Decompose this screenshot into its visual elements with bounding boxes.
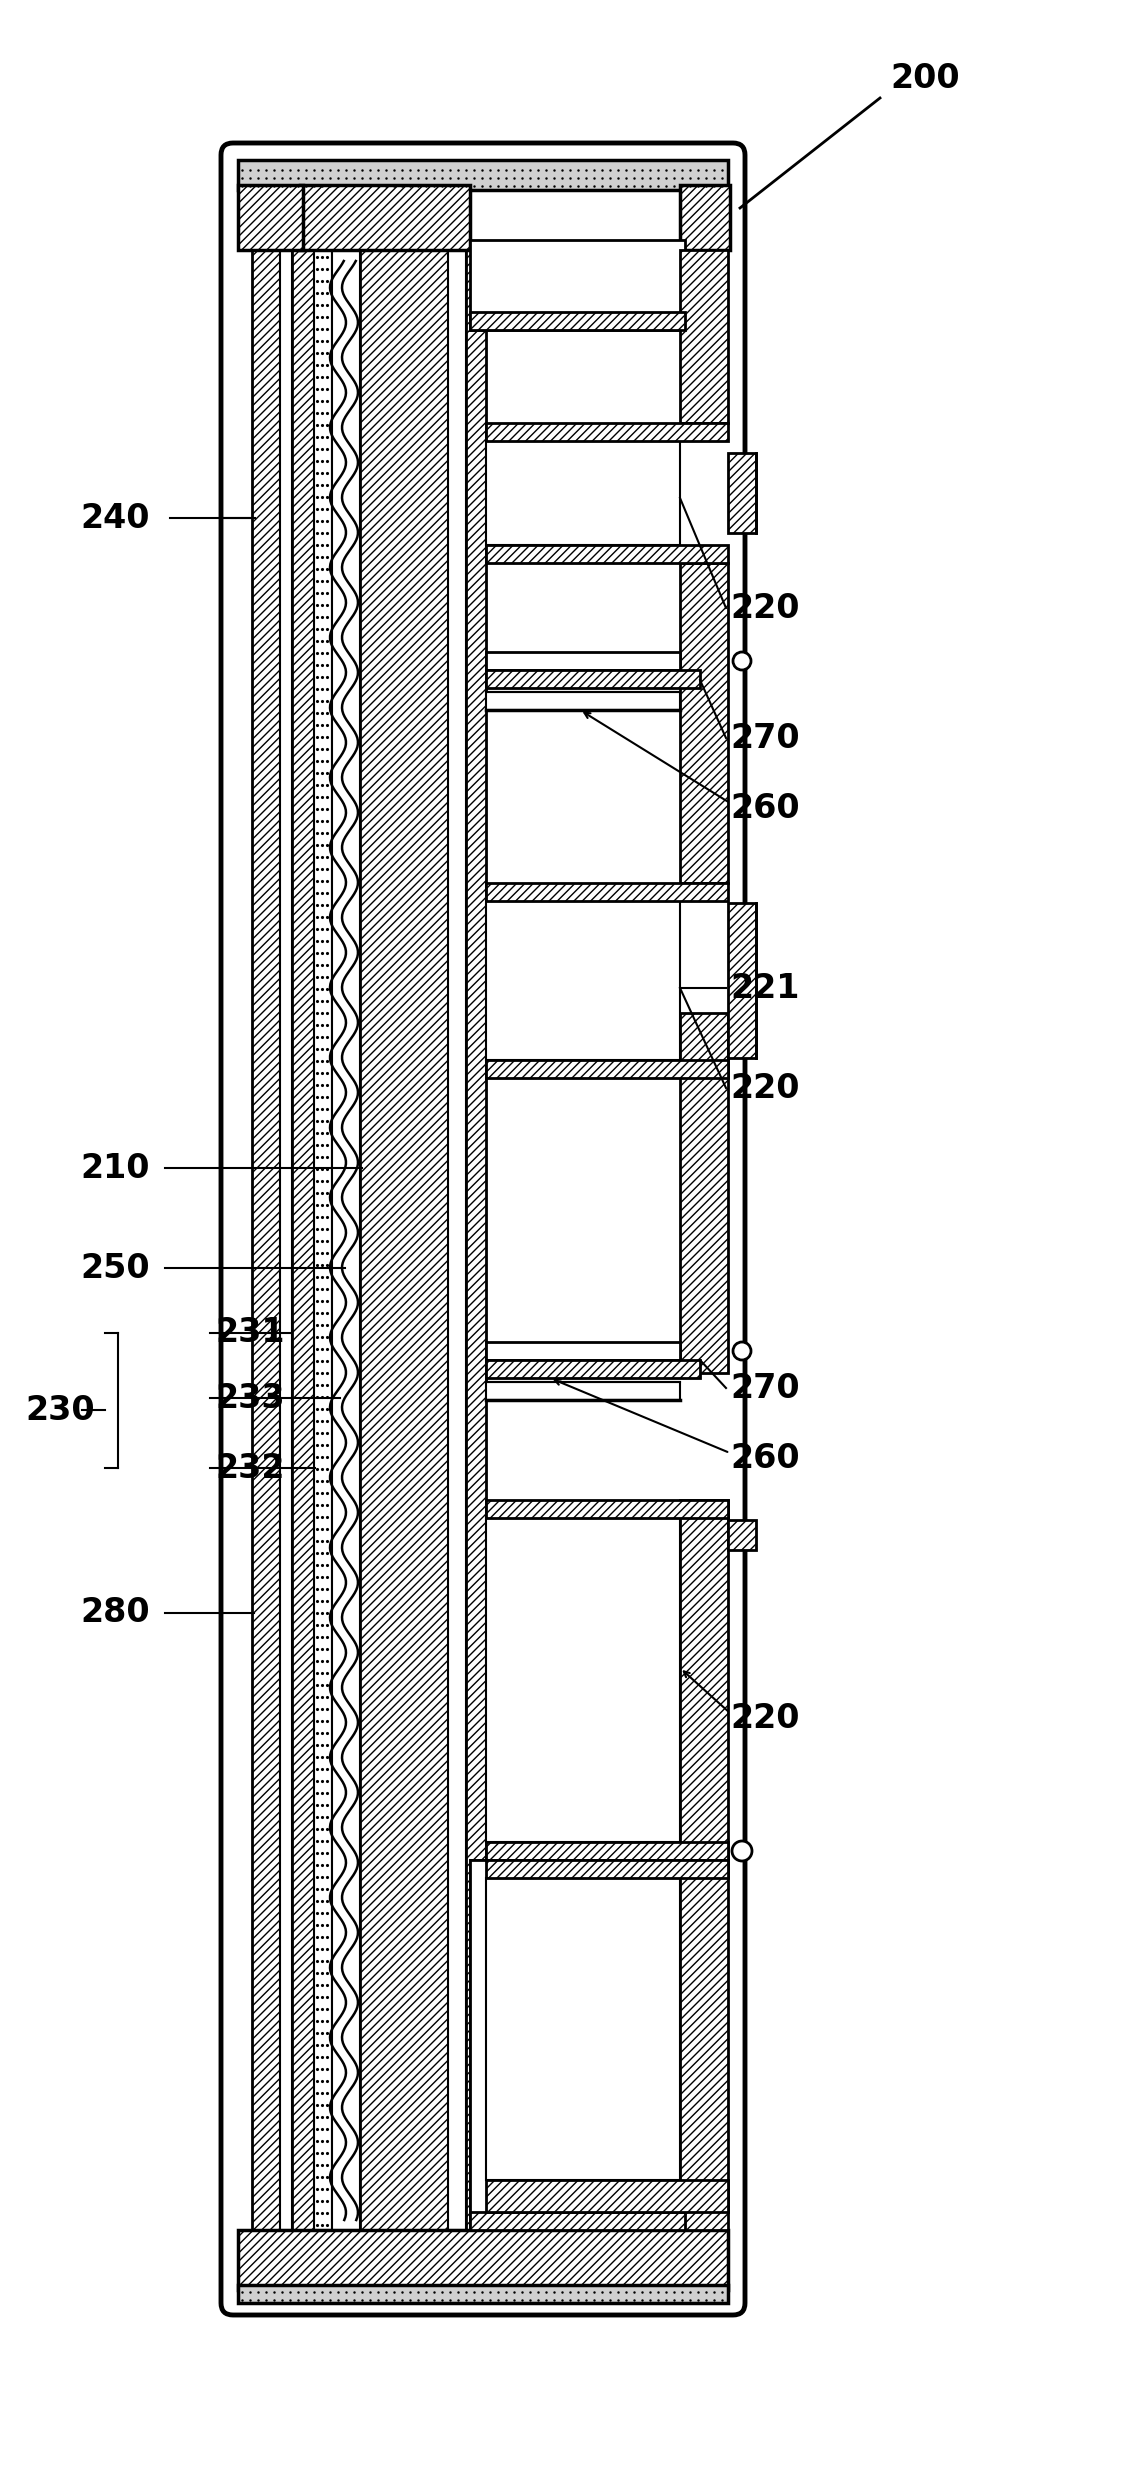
Text: 220: 220 — [729, 1702, 800, 1735]
Text: 240: 240 — [80, 501, 149, 535]
Bar — [300, 186, 470, 250]
Text: 221: 221 — [729, 971, 799, 1004]
Bar — [486, 441, 681, 545]
Bar — [470, 240, 685, 330]
Bar — [486, 1383, 681, 1400]
Text: 250: 250 — [80, 1251, 149, 1284]
Bar — [486, 1360, 700, 1378]
Bar — [470, 1861, 685, 2230]
Bar — [332, 250, 360, 2230]
Bar — [486, 1519, 681, 1841]
Bar — [465, 250, 486, 2230]
Text: 280: 280 — [80, 1596, 149, 1631]
Text: 231: 231 — [215, 1316, 284, 1351]
Bar — [486, 691, 681, 711]
Bar — [728, 902, 756, 1058]
Circle shape — [733, 652, 751, 669]
Bar — [486, 1861, 728, 1878]
Bar — [486, 669, 700, 689]
Bar — [486, 1841, 728, 1861]
Bar — [486, 424, 728, 441]
Circle shape — [732, 1841, 752, 1861]
Bar — [486, 1343, 681, 1360]
Text: 270: 270 — [729, 1370, 800, 1405]
Bar — [486, 1878, 681, 2181]
Bar — [681, 186, 729, 250]
Circle shape — [733, 1343, 751, 1360]
FancyBboxPatch shape — [221, 144, 745, 2314]
Text: 230: 230 — [25, 1393, 94, 1427]
Bar — [486, 2181, 728, 2213]
Bar — [470, 312, 685, 330]
Text: 210: 210 — [80, 1152, 149, 1184]
Text: 270: 270 — [729, 721, 800, 753]
Bar — [681, 1499, 728, 2230]
Bar — [448, 250, 465, 2230]
Bar — [486, 882, 728, 902]
Bar — [251, 250, 280, 2230]
Text: 233: 233 — [215, 1383, 284, 1415]
Bar — [238, 161, 728, 191]
Text: 232: 232 — [215, 1452, 284, 1484]
Bar — [292, 250, 314, 2230]
Text: 220: 220 — [729, 1070, 800, 1105]
Bar — [470, 1861, 685, 2230]
Text: 260: 260 — [729, 790, 800, 825]
Bar — [486, 1499, 728, 1519]
Bar — [681, 250, 728, 424]
Bar — [280, 250, 292, 2230]
Text: 260: 260 — [729, 1442, 800, 1474]
Bar — [486, 652, 681, 669]
Bar — [470, 2213, 685, 2230]
Bar — [728, 1519, 756, 1551]
Bar — [314, 250, 332, 2230]
Text: 200: 200 — [890, 62, 959, 94]
Bar — [728, 453, 756, 533]
Bar — [681, 1014, 728, 1373]
Bar — [486, 545, 728, 563]
Bar — [238, 2230, 728, 2290]
Bar — [238, 2285, 728, 2302]
Bar — [486, 1061, 728, 1078]
Bar — [238, 186, 303, 250]
Bar — [681, 563, 728, 882]
Bar — [486, 902, 681, 1061]
Bar — [360, 250, 448, 2230]
Text: 220: 220 — [729, 592, 800, 624]
